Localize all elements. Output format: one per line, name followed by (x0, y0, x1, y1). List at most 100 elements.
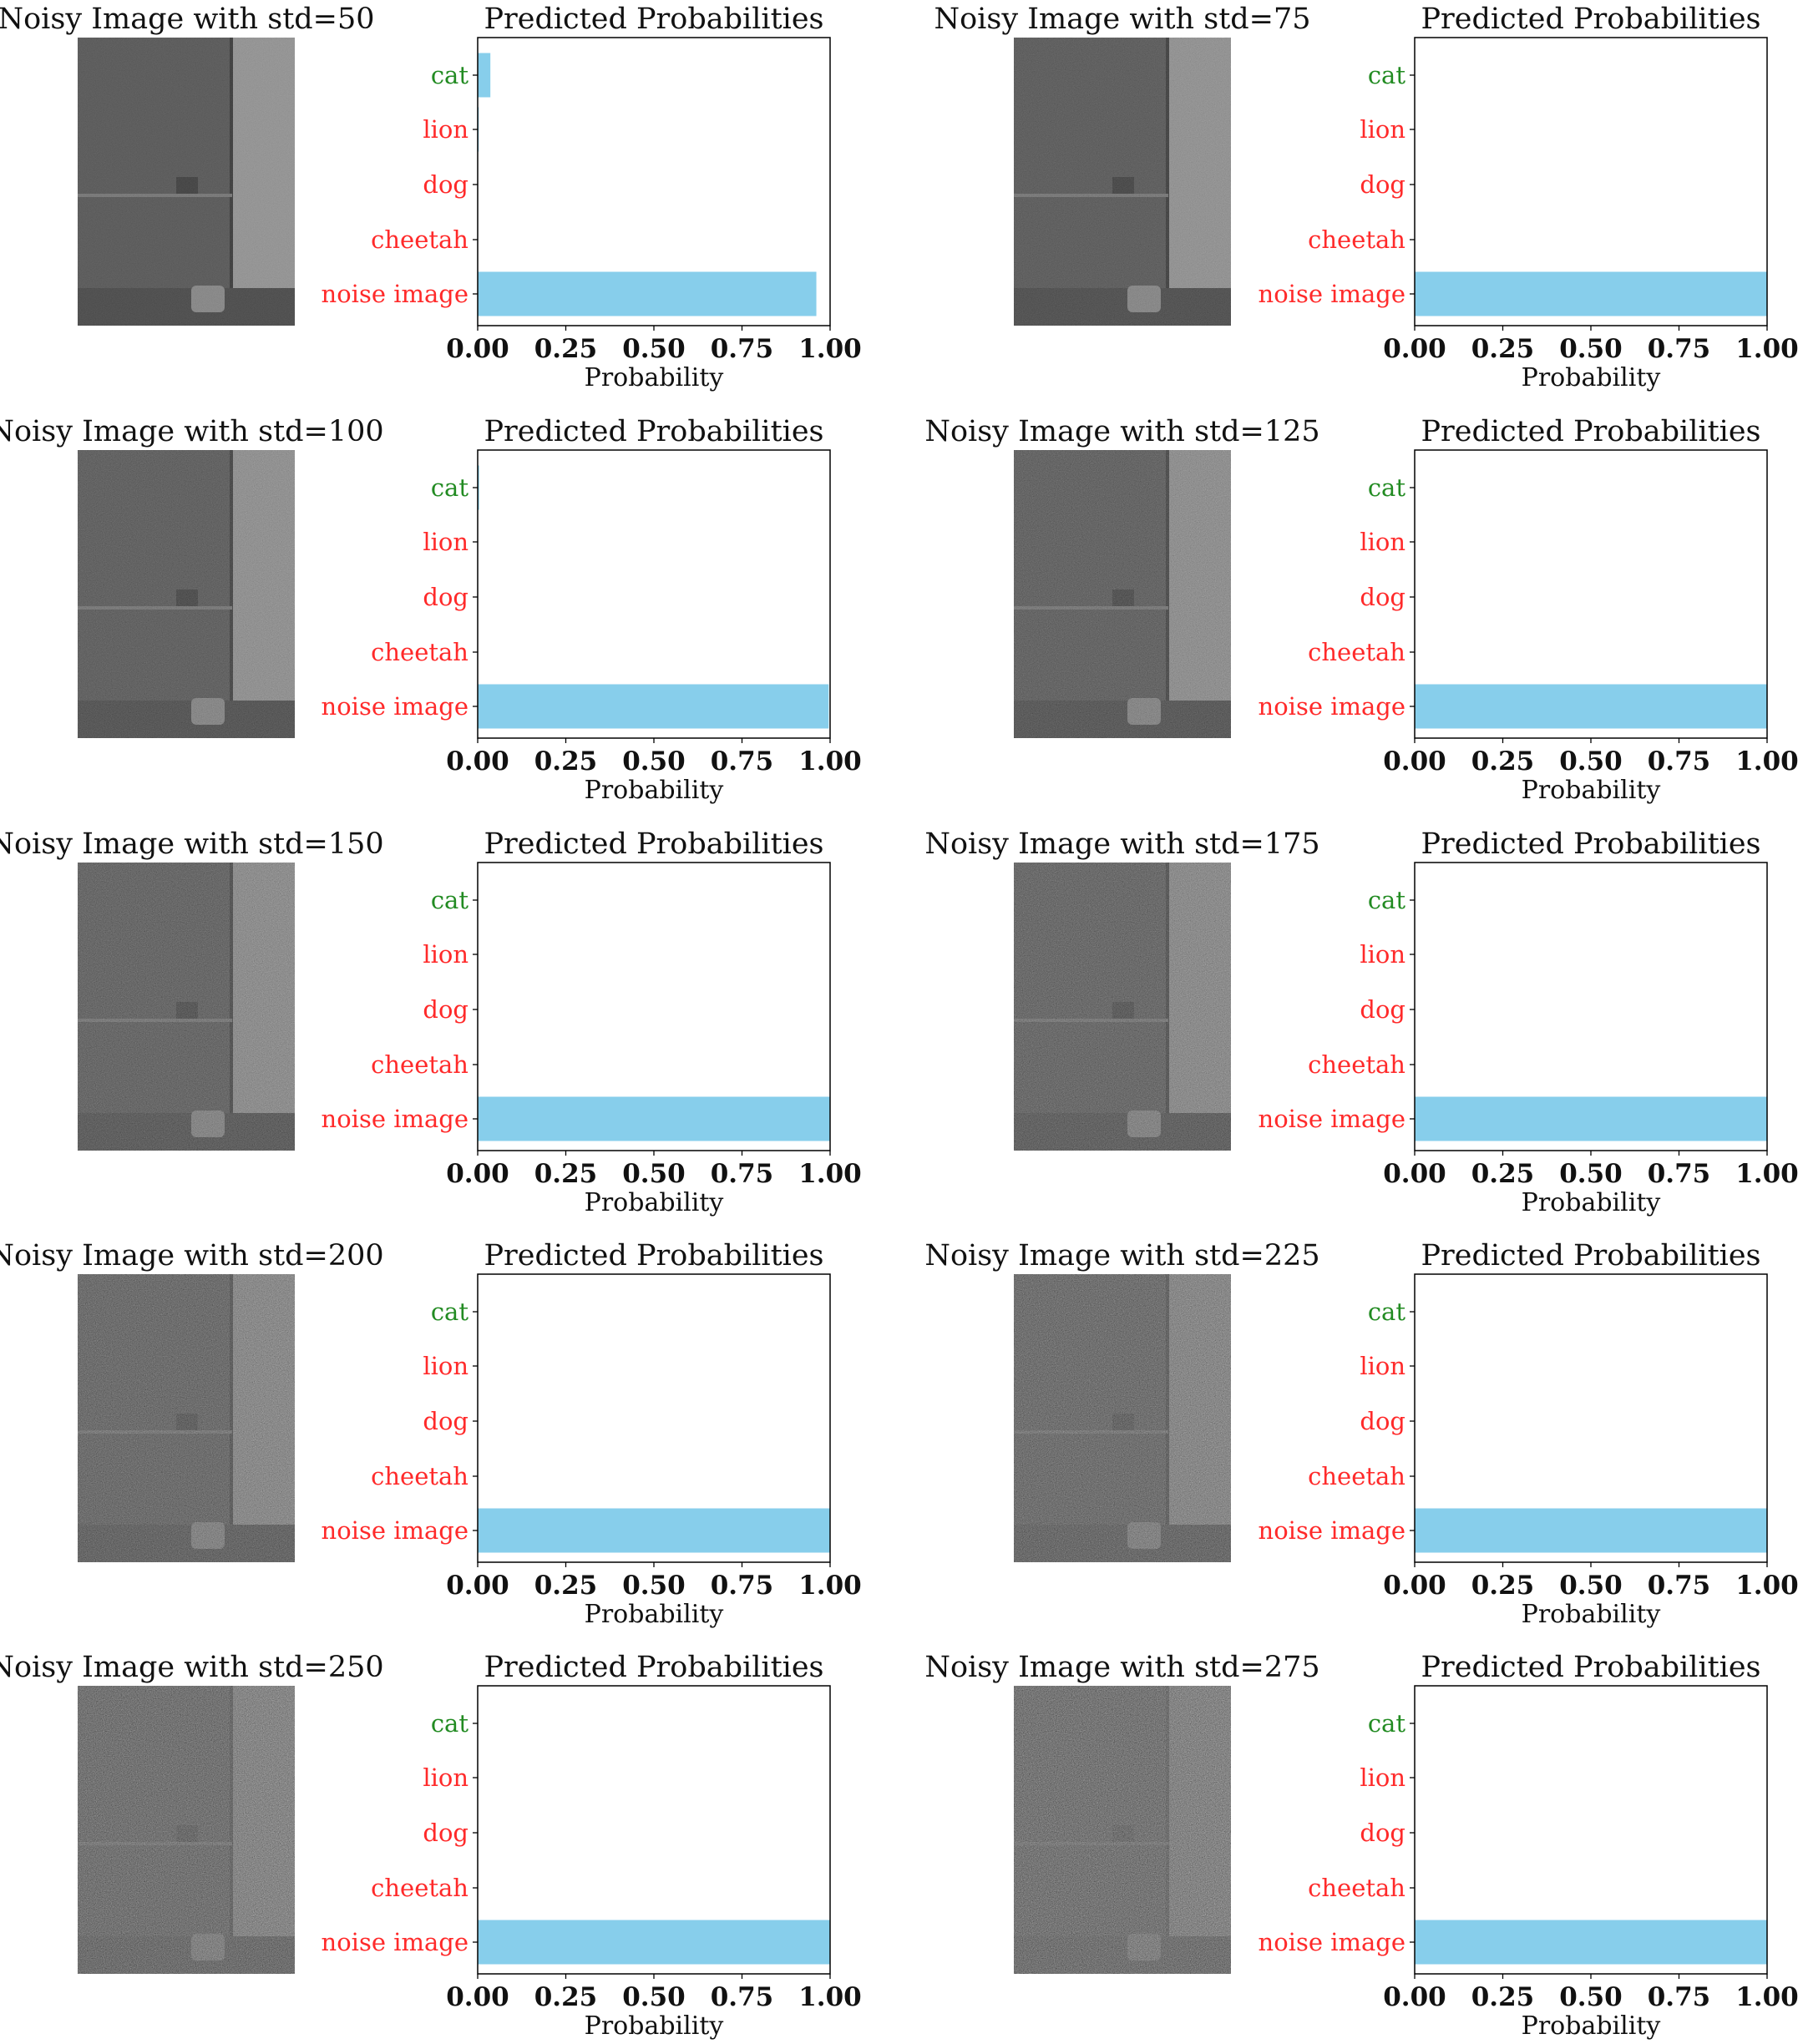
category-label: noise image (322, 1105, 468, 1133)
image-title: Noisy Image with std=150 (0, 827, 384, 861)
bar-noise-image (1415, 684, 1767, 729)
x-tick-label: 0.00 (1383, 334, 1446, 364)
x-tick-label: 0.75 (711, 1159, 774, 1189)
x-tick-label: 1.00 (798, 1571, 862, 1601)
category-label: cheetah (371, 1874, 468, 1902)
x-tick-label: 0.25 (534, 334, 598, 364)
x-tick-label: 0.50 (1559, 1982, 1623, 2012)
x-tick-label: 1.00 (1735, 746, 1799, 777)
x-tick-label: 0.25 (1471, 1571, 1535, 1601)
image-title: Noisy Image with std=225 (924, 1239, 1319, 1272)
category-label: noise image (1259, 1928, 1405, 1956)
category-label: lion (423, 940, 468, 969)
bar-noise-image (478, 1508, 830, 1553)
x-tick-label: 0.25 (534, 1571, 598, 1601)
x-tick-label: 0.25 (1471, 1982, 1535, 2012)
category-label: cheetah (1308, 1874, 1405, 1902)
x-tick-label: 0.50 (1559, 746, 1623, 777)
x-tick-label: 0.00 (1383, 1571, 1446, 1601)
bar-noise-image (1415, 1920, 1767, 1965)
category-label: noise image (322, 1928, 468, 1956)
x-tick-label: 0.00 (446, 1159, 509, 1189)
x-tick-label: 0.75 (1648, 334, 1711, 364)
bar-noise-image (478, 1096, 830, 1141)
category-label: lion (1360, 1352, 1405, 1380)
category-label: lion (423, 528, 468, 556)
category-label: dog (1360, 170, 1405, 199)
x-axis-label: Probability (585, 1188, 724, 1217)
chart-title: Predicted Probabilities (484, 1651, 823, 1684)
chart-title: Predicted Probabilities (484, 415, 823, 448)
x-tick-label: 0.25 (534, 1982, 598, 2012)
noisy-image-thumbnail (1014, 1686, 1231, 1974)
category-label: cheetah (1308, 225, 1405, 254)
image-title: Noisy Image with std=200 (0, 1239, 384, 1272)
category-label: dog (423, 1819, 468, 1847)
chart-title: Predicted Probabilities (484, 1239, 823, 1272)
category-label: cat (431, 886, 469, 914)
panel: Noisy Image with std=125 Predicted Probab… (924, 415, 1798, 805)
noise-overlay (1014, 1274, 1231, 1562)
category-label: noise image (1259, 692, 1405, 721)
noisy-image-thumbnail (1014, 38, 1231, 326)
x-axis-label: Probability (1522, 363, 1661, 392)
chart-title: Predicted Probabilities (1421, 415, 1760, 448)
x-tick-label: 0.00 (446, 746, 509, 777)
panel: Noisy Image with std=75 Predicted Probabi… (934, 3, 1798, 392)
category-label: cat (1368, 473, 1406, 502)
chart-title: Predicted Probabilities (1421, 1651, 1760, 1684)
x-tick-label: 0.75 (1648, 746, 1711, 777)
category-label: lion (423, 115, 468, 144)
panel: Noisy Image with std=175 Predicted Probab… (924, 827, 1798, 1217)
category-label: cat (1368, 1709, 1406, 1738)
category-label: noise image (322, 1516, 468, 1545)
category-label: lion (1360, 940, 1405, 969)
category-label: lion (423, 1352, 468, 1380)
noise-overlay (78, 1274, 295, 1562)
category-label: lion (1360, 115, 1405, 144)
category-label: dog (423, 1407, 468, 1435)
category-label: noise image (322, 692, 468, 721)
chart-title: Predicted Probabilities (484, 827, 823, 861)
panel: Noisy Image with std=100 Predicted Probab… (0, 415, 862, 805)
panel: Noisy Image with std=150 Predicted Probab… (0, 827, 862, 1217)
image-title: Noisy Image with std=275 (924, 1651, 1319, 1684)
x-tick-label: 0.00 (446, 1571, 509, 1601)
category-label: lion (1360, 1763, 1405, 1792)
category-label: dog (423, 995, 468, 1024)
x-axis-label: Probability (585, 2011, 724, 2041)
category-label: cheetah (1308, 1462, 1405, 1490)
x-tick-label: 0.75 (1648, 1982, 1711, 2012)
chart-title: Predicted Probabilities (1421, 827, 1760, 861)
category-label: dog (1360, 1819, 1405, 1847)
x-tick-label: 0.75 (711, 334, 774, 364)
x-tick-label: 0.00 (1383, 746, 1446, 777)
x-tick-label: 0.25 (534, 746, 598, 777)
image-title: Noisy Image with std=175 (924, 827, 1319, 861)
category-label: cat (431, 61, 469, 89)
x-tick-label: 0.75 (1648, 1571, 1711, 1601)
chart-title: Predicted Probabilities (1421, 1239, 1760, 1272)
bar-cat (478, 465, 479, 510)
x-tick-label: 0.50 (622, 1571, 686, 1601)
noise-overlay (78, 863, 295, 1151)
image-title: Noisy Image with std=75 (934, 3, 1310, 36)
noisy-image-thumbnail (78, 863, 295, 1151)
x-tick-label: 0.50 (622, 1159, 686, 1189)
noise-overlay (78, 1686, 295, 1974)
x-tick-label: 0.50 (1559, 1571, 1623, 1601)
noisy-image-thumbnail (78, 1274, 295, 1562)
panel: Noisy Image with std=250 Predicted Probab… (0, 1651, 862, 2041)
bar-cat (478, 53, 491, 98)
noise-overlay (1014, 450, 1231, 738)
noise-overlay (78, 450, 295, 738)
category-label: noise image (1259, 1105, 1405, 1133)
noisy-image-thumbnail (78, 38, 295, 326)
x-tick-label: 1.00 (798, 746, 862, 777)
x-axis-label: Probability (1522, 1600, 1661, 1629)
category-label: lion (1360, 528, 1405, 556)
noise-overlay (1014, 38, 1231, 326)
category-label: cat (431, 473, 469, 502)
panel: Noisy Image with std=200 Predicted Probab… (0, 1239, 862, 1629)
category-label: cat (431, 1298, 469, 1326)
